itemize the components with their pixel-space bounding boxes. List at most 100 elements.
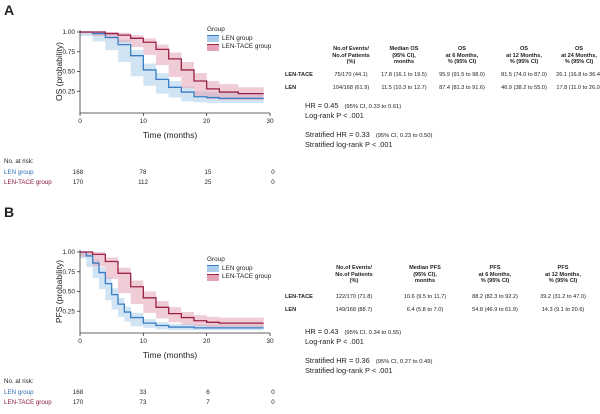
risk-cell: 112	[138, 179, 148, 186]
table-header: Median PFS (95% CI), months	[409, 265, 441, 285]
os-chart: 0.25 0.50 0.75 1.00 0 10 20 30 Time (months) OS (…	[54, 29, 274, 140]
y-axis-label: PFS (probability)	[54, 260, 64, 323]
table-cell: 95.9 (91.5 to 98.0)	[439, 72, 485, 78]
table-header: OS at 24 Months,% (95% CI)	[561, 46, 597, 66]
table-cell: 54.8 (46.9 to 61.9)	[472, 307, 518, 313]
table-cell: 17.8 (16.1 to 19.5)	[381, 72, 427, 78]
pfs-legend: Group LEN group LEN-TACE group	[207, 256, 271, 282]
table-cell: 81.5 (74.0 to 87.0)	[501, 72, 547, 78]
os-stratified-hr: Stratified HR = 0.33 (95% CI, 0.23 to 0.5…	[305, 130, 432, 139]
risk-cell: 0	[271, 169, 275, 176]
risk-cell: 170	[72, 179, 84, 186]
table-cell: 122/170 (71.8)	[335, 294, 373, 300]
pfs-summary-table: No.of Events/No.of Patients (%) Median PFS…	[285, 265, 600, 325]
x-tick-label: 0	[78, 118, 82, 125]
table-cell: 6.4 (5.8 to 7.0)	[406, 307, 444, 313]
y-tick-label: 0.50	[62, 289, 75, 296]
hr-ci: (95% CI, 0.33 to 0.61)	[344, 104, 402, 110]
os-summary-table: No.of Events/No.of Patients (%) Median OS(…	[285, 46, 600, 106]
hr-ci: (95% CI, 0.34 to 0.55)	[344, 330, 402, 336]
legend-swatch-red	[207, 273, 219, 281]
table-cell: 14.3 (9.1 to 20.6)	[541, 307, 585, 313]
risk-cell: 168	[72, 389, 84, 396]
legend-title: Group	[207, 26, 225, 33]
pfs-risk-table: No. at risk: LEN group LEN-TACE group 16…	[0, 378, 300, 410]
x-axis-label: Time (months)	[143, 350, 198, 360]
panel-letter-b: B	[4, 204, 15, 220]
table-header: OS at 6 Months,% (95% CI)	[445, 46, 479, 66]
table-cell: 10.6 (9.5 to 11.7)	[403, 294, 447, 300]
table-cell: 17.8 (11.0 to 26.0)	[556, 85, 600, 91]
ci-band-0	[80, 252, 264, 331]
legend-swatch-blue	[207, 265, 219, 273]
pfs-stratified-logrank: Stratified log-rank P < .001	[305, 366, 393, 375]
table-cell: 87.4 (81.3 to 91.6)	[439, 85, 485, 91]
legend-label: LEN-TACE group	[222, 273, 272, 280]
risk-cell: 7	[206, 399, 210, 406]
x-tick-label: 20	[203, 338, 211, 345]
pfs-stratified-hr: Stratified HR = 0.36 (95% CI, 0.27 to 0.4…	[305, 356, 432, 365]
x-tick-label: 30	[266, 118, 274, 125]
table-row-label: LEN-TACE	[285, 72, 313, 78]
os-stratified-logrank: Stratified log-rank P < .001	[305, 140, 393, 149]
table-cell: 88.2 (82.3 to 92.2)	[472, 294, 518, 300]
legend-item-len-tace: LEN-TACE group	[207, 273, 271, 282]
legend-item-len-tace: LEN-TACE group	[207, 43, 271, 52]
legend-title: Group	[207, 256, 225, 263]
legend-swatch-red	[207, 43, 219, 51]
risk-cell: 6	[206, 389, 210, 396]
risk-cell: 25	[204, 179, 212, 186]
table-header: PFS at 12 Months,% (95% CI)	[545, 265, 581, 285]
table-cell: 39.2 (31.2 to 47.0)	[540, 294, 586, 300]
y-tick-label: 0.50	[62, 69, 75, 76]
legend-item-len: LEN group	[207, 35, 271, 44]
risk-cell: 15	[204, 169, 212, 176]
table-cell: 75/170 (44.1)	[334, 72, 368, 78]
table-header: OS at 12 Months,% (95% CI)	[506, 46, 542, 66]
os-logrank: Log-rank P < .001	[305, 111, 364, 120]
table-header: PFS at 6 Months,% (95% CI)	[478, 265, 512, 285]
risk-cell: 0	[271, 389, 275, 396]
risk-title: No. at risk:	[4, 158, 34, 165]
table-cell: 149/168 (88.7)	[335, 307, 373, 313]
legend-label: LEN group	[222, 34, 253, 42]
legend-label: LEN-TACE group	[222, 43, 272, 50]
y-axis-label: OS (probability)	[54, 42, 64, 101]
pfs-hr: HR = 0.43 (95% CI, 0.34 to 0.55)	[305, 327, 401, 336]
hr-value: HR = 0.45	[305, 101, 339, 110]
table-header: Median OS (95% CI), months	[389, 46, 419, 66]
risk-cell: 170	[72, 399, 84, 406]
table-cell: 26.1 (16.8 to 36.4)	[556, 72, 600, 78]
y-tick-label: 0.75	[62, 269, 75, 276]
pfs-logrank: Log-rank P < .001	[305, 337, 364, 346]
x-tick-label: 10	[140, 118, 148, 125]
x-tick-label: 10	[140, 338, 148, 345]
risk-cell: 0	[271, 179, 275, 186]
table-cell: 46.9 (38.2 to 55.0)	[501, 85, 547, 91]
table-header: No.of Events/No.of Patients (%)	[335, 265, 373, 285]
y-tick-label: 1.00	[62, 29, 75, 36]
x-tick-label: 30	[266, 338, 274, 345]
y-tick-label: 0.25	[62, 88, 75, 95]
risk-cell: 73	[139, 399, 147, 406]
risk-label-len: LEN group	[4, 389, 34, 396]
stratified-hr-value: Stratified HR = 0.33	[305, 130, 370, 139]
x-axis-label: Time (months)	[143, 130, 198, 140]
pfs-chart: 0.25 0.50 0.75 1.00 0 10 20 30 Time (months) PFS …	[54, 249, 274, 360]
risk-label-len-tace: LEN-TACE group	[4, 179, 52, 186]
ci-band-1	[80, 252, 264, 328]
hr-value: HR = 0.43	[305, 327, 339, 336]
panel-letter-a: A	[4, 2, 15, 18]
survival-line-0	[80, 251, 264, 329]
x-tick-label: 20	[203, 118, 211, 125]
stratified-hr-value: Stratified HR = 0.36	[305, 356, 370, 365]
stratified-hr-ci: (95% CI, 0.27 to 0.49)	[375, 359, 433, 365]
table-row-label: LEN	[285, 85, 297, 91]
table-row-label: LEN	[285, 307, 297, 313]
os-risk-table: No. at risk: LEN group LEN-TACE group 16…	[0, 158, 300, 188]
risk-label-len: LEN group	[4, 169, 34, 176]
survival-line-0	[80, 31, 264, 100]
risk-cell: 78	[139, 169, 147, 176]
ci-band-0	[80, 32, 264, 104]
legend-label: LEN group	[222, 264, 253, 272]
